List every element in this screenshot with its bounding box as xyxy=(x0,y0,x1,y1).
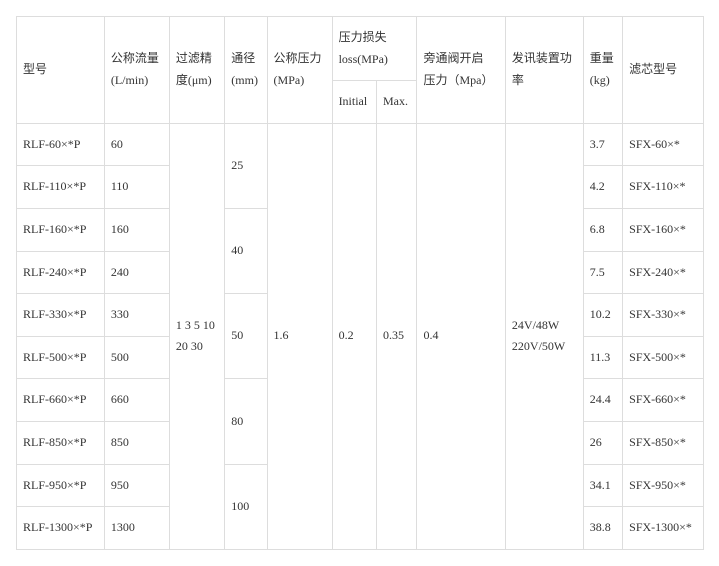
cell-filter: SFX-330×* xyxy=(623,294,704,337)
cell-weight: 38.8 xyxy=(583,507,622,550)
cell-diameter: 80 xyxy=(225,379,267,464)
table-row: RLF-60×*P 60 1 3 5 1020 30 25 1.6 0.2 0.… xyxy=(17,123,704,166)
cell-model: RLF-110×*P xyxy=(17,166,105,209)
header-bypass: 旁通阀开启压力（Mpa） xyxy=(417,17,505,124)
cell-diameter: 25 xyxy=(225,123,267,208)
cell-bypass: 0.4 xyxy=(417,123,505,549)
cell-flow: 500 xyxy=(104,336,169,379)
cell-weight: 4.2 xyxy=(583,166,622,209)
cell-initial: 0.2 xyxy=(332,123,376,549)
cell-model: RLF-660×*P xyxy=(17,379,105,422)
cell-flow: 850 xyxy=(104,421,169,464)
spec-table: 型号 公称流量(L/min) 过滤精度(μm) 通径(mm) 公称压力(MPa)… xyxy=(16,16,704,550)
header-filter-model: 滤芯型号 xyxy=(623,17,704,124)
cell-weight: 34.1 xyxy=(583,464,622,507)
cell-filter: SFX-240×* xyxy=(623,251,704,294)
cell-flow: 1300 xyxy=(104,507,169,550)
header-max: Max. xyxy=(376,81,416,124)
header-weight: 重量(kg) xyxy=(583,17,622,124)
cell-filter: SFX-110×* xyxy=(623,166,704,209)
cell-nominal-pressure: 1.6 xyxy=(267,123,332,549)
cell-filter: SFX-60×* xyxy=(623,123,704,166)
header-precision: 过滤精度(μm) xyxy=(169,17,224,124)
cell-filter: SFX-1300×* xyxy=(623,507,704,550)
cell-flow: 950 xyxy=(104,464,169,507)
cell-diameter: 50 xyxy=(225,294,267,379)
cell-filter: SFX-850×* xyxy=(623,421,704,464)
cell-weight: 24.4 xyxy=(583,379,622,422)
cell-flow: 240 xyxy=(104,251,169,294)
cell-signal: 24V/48W220V/50W xyxy=(505,123,583,549)
cell-flow: 60 xyxy=(104,123,169,166)
header-pressure-loss: 压力损失loss(MPa) xyxy=(332,17,417,81)
cell-weight: 7.5 xyxy=(583,251,622,294)
cell-model: RLF-1300×*P xyxy=(17,507,105,550)
cell-weight: 11.3 xyxy=(583,336,622,379)
cell-diameter: 100 xyxy=(225,464,267,549)
cell-precision: 1 3 5 1020 30 xyxy=(169,123,224,549)
cell-filter: SFX-660×* xyxy=(623,379,704,422)
header-row-1: 型号 公称流量(L/min) 过滤精度(μm) 通径(mm) 公称压力(MPa)… xyxy=(17,17,704,81)
header-nominal-pressure: 公称压力(MPa) xyxy=(267,17,332,124)
cell-weight: 3.7 xyxy=(583,123,622,166)
cell-model: RLF-950×*P xyxy=(17,464,105,507)
cell-model: RLF-240×*P xyxy=(17,251,105,294)
cell-filter: SFX-950×* xyxy=(623,464,704,507)
cell-model: RLF-160×*P xyxy=(17,208,105,251)
cell-filter: SFX-160×* xyxy=(623,208,704,251)
cell-filter: SFX-500×* xyxy=(623,336,704,379)
header-diameter: 通径(mm) xyxy=(225,17,267,124)
header-initial: Initial xyxy=(332,81,376,124)
header-flow: 公称流量(L/min) xyxy=(104,17,169,124)
cell-flow: 110 xyxy=(104,166,169,209)
cell-flow: 160 xyxy=(104,208,169,251)
cell-weight: 6.8 xyxy=(583,208,622,251)
header-signal: 发讯装置功率 xyxy=(505,17,583,124)
cell-max: 0.35 xyxy=(376,123,416,549)
cell-model: RLF-330×*P xyxy=(17,294,105,337)
cell-flow: 330 xyxy=(104,294,169,337)
cell-model: RLF-850×*P xyxy=(17,421,105,464)
cell-model: RLF-60×*P xyxy=(17,123,105,166)
cell-diameter: 40 xyxy=(225,208,267,293)
cell-weight: 26 xyxy=(583,421,622,464)
cell-model: RLF-500×*P xyxy=(17,336,105,379)
cell-flow: 660 xyxy=(104,379,169,422)
header-model: 型号 xyxy=(17,17,105,124)
cell-weight: 10.2 xyxy=(583,294,622,337)
